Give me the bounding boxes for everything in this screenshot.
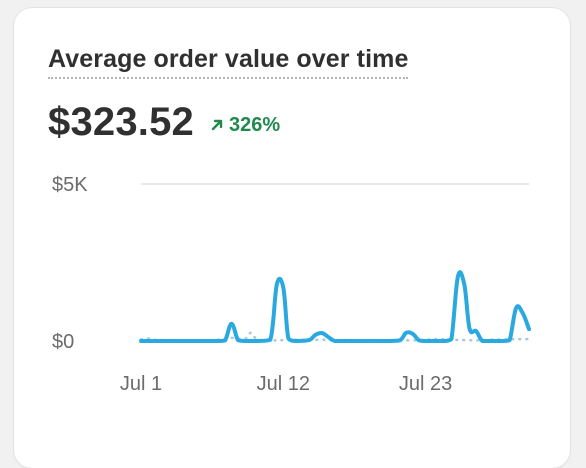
line-chart: $5K $0 Jul 1 Jul 12 Jul 23 xyxy=(52,174,531,395)
change-indicator: 326% xyxy=(210,114,280,137)
metric-row: $323.52 326% xyxy=(48,98,280,146)
chart-series xyxy=(139,270,531,343)
metric-value: $323.52 xyxy=(48,100,194,144)
arrow-up-right-icon xyxy=(211,119,223,131)
x-tick-label: Jul 23 xyxy=(399,373,452,395)
metric-card: Average order value over time $323.52 32… xyxy=(14,8,570,468)
y-tick-label: $0 xyxy=(52,331,74,353)
primary-series-line xyxy=(139,270,531,343)
x-tick-label: Jul 12 xyxy=(257,373,310,395)
change-percent: 326% xyxy=(229,113,281,136)
y-axis-labels: $5K $0 xyxy=(52,174,88,353)
y-tick-label: $5K xyxy=(52,174,88,196)
x-tick-label: Jul 1 xyxy=(120,373,162,395)
card-title[interactable]: Average order value over time xyxy=(48,44,409,79)
x-axis-labels: Jul 1 Jul 12 Jul 23 xyxy=(120,373,452,395)
